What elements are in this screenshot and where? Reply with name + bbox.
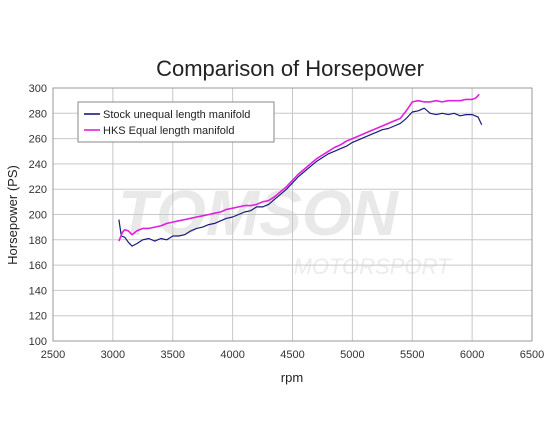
x-tick-label: 5000: [340, 349, 364, 361]
y-axis-label: Horsepower (PS): [5, 165, 20, 265]
x-tick-labels: 2500 3000 3500 4000 4500 5000 5500 6000 6500: [41, 349, 544, 361]
x-tick-label: 3500: [161, 349, 185, 361]
y-tick-labels: 100 120 140 160 180 200 220 240 260 280 300: [29, 83, 47, 348]
series-line-1: [118, 107, 483, 247]
watermark-sub: MOTORSPORT: [294, 254, 452, 279]
y-tick-label: 240: [29, 159, 47, 171]
y-tick-label: 260: [29, 134, 47, 146]
legend-label-2: HKS Equal length manifold: [103, 125, 234, 137]
chart-title: Comparison of Horsepower: [156, 56, 424, 81]
legend: Stock unequal length manifold HKS Equal l…: [77, 101, 275, 143]
y-tick-label: 280: [29, 108, 47, 120]
x-tick-label: 2500: [41, 349, 65, 361]
x-tick-label: 6500: [520, 349, 544, 361]
x-axis-label: rpm: [281, 370, 303, 385]
series-line-2: [118, 93, 480, 242]
y-tick-label: 300: [29, 83, 47, 95]
y-tick-label: 160: [29, 260, 47, 272]
y-tick-label: 200: [29, 210, 47, 222]
x-tick-label: 4000: [220, 349, 244, 361]
legend-label-1: Stock unequal length manifold: [103, 109, 250, 121]
x-tick-label: 6000: [460, 349, 484, 361]
plot-frame: [52, 87, 533, 342]
y-tick-label: 100: [29, 336, 47, 348]
y-tick-label: 120: [29, 311, 47, 323]
legend-box: [77, 101, 275, 143]
series-layer: [118, 93, 483, 247]
y-tick-label: 220: [29, 184, 47, 196]
x-tick-label: 4500: [280, 349, 304, 361]
x-tick-label: 5500: [400, 349, 424, 361]
y-tick-label: 140: [29, 285, 47, 297]
y-tick-label: 180: [29, 235, 47, 247]
x-tick-label: 3000: [101, 349, 125, 361]
